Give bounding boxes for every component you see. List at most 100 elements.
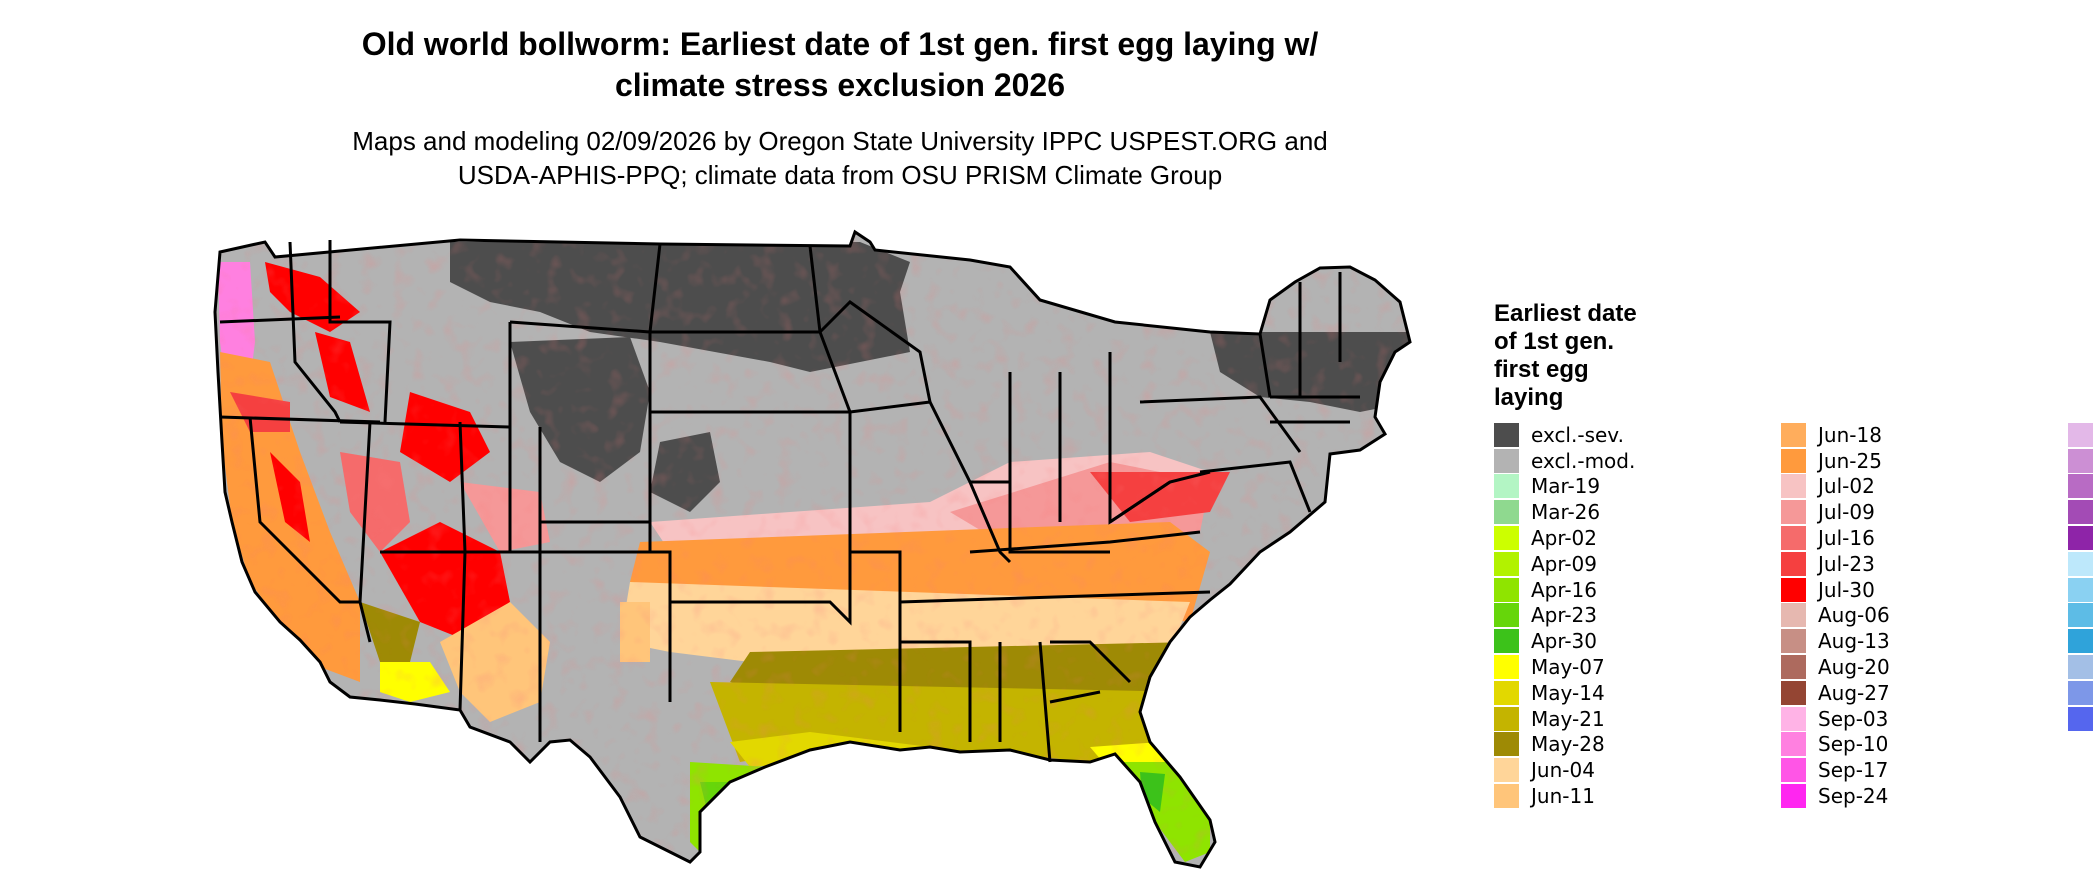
legend-swatch	[1494, 551, 1519, 576]
legend-label: Sep-24	[1818, 784, 1889, 809]
legend-swatch	[1781, 526, 1806, 551]
legend-item: Oct-22	[2068, 499, 2100, 525]
legend-swatch	[1494, 474, 1519, 499]
legend-label: May-28	[1531, 732, 1605, 757]
legend-label: Apr-02	[1531, 526, 1597, 551]
legend-title-line3: first egg	[1494, 356, 1589, 383]
legend-title-line2: of 1st gen.	[1494, 328, 1615, 355]
legend-item: May-21	[1494, 706, 1781, 732]
legend-swatch	[1494, 448, 1519, 473]
legend-label: Apr-30	[1531, 629, 1597, 654]
map-legend: Earliest date of 1st gen. first egg layi…	[1494, 300, 2100, 809]
legend-label: excl.-mod.	[1531, 448, 1636, 473]
legend-label: May-21	[1531, 706, 1605, 731]
legend-item: Sep-10	[1781, 732, 2068, 758]
legend-swatch	[1494, 706, 1519, 731]
legend-label: excl.-sev.	[1531, 422, 1624, 447]
legend-item: Jul-23	[1781, 551, 2068, 577]
legend-swatch	[1781, 680, 1806, 705]
legend-label: Apr-23	[1531, 603, 1597, 628]
legend-title-line1: Earliest date	[1494, 300, 1637, 327]
legend-swatch	[1781, 655, 1806, 680]
legend-swatch	[1494, 732, 1519, 757]
legend-swatch	[2068, 603, 2093, 628]
legend-column: Oct-01Oct-08Oct-15Oct-22Oct-29Nov-05 Nov-…	[2068, 422, 2100, 809]
legend-swatch	[1494, 603, 1519, 628]
legend-swatch	[1781, 422, 1806, 447]
legend-item: Oct-15	[2068, 474, 2100, 500]
legend-swatch	[1781, 448, 1806, 473]
legend-item: excl.-sev.	[1494, 422, 1781, 448]
legend-column: excl.-sev. excl.-mod. Mar-19 Mar-26 Apr-02 Ap…	[1494, 422, 1781, 809]
legend-swatch	[2068, 577, 2093, 602]
legend-item: May-14	[1494, 680, 1781, 706]
forecast-raster	[215, 232, 1410, 867]
legend-item: Apr-23	[1494, 603, 1781, 629]
legend-swatch	[2068, 629, 2093, 654]
legend-swatch	[1781, 577, 1806, 602]
conus-map	[213, 229, 1412, 869]
legend-label: Jul-09	[1818, 500, 1875, 525]
legend-swatch	[1781, 603, 1806, 628]
legend-label: Mar-19	[1531, 474, 1601, 499]
map-subtitle: Maps and modeling 02/09/2026 by Oregon S…	[170, 124, 1510, 192]
legend-item: Oct-08	[2068, 448, 2100, 474]
map-title-line2: climate stress exclusion 2026	[614, 67, 1066, 103]
legend-item: Jun-25	[1781, 448, 2068, 474]
legend-item: Jul-02	[1781, 474, 2068, 500]
legend-item: Oct-29	[2068, 525, 2100, 551]
legend-item: Nov-05	[2068, 551, 2100, 577]
legend-item: May-07	[1494, 654, 1781, 680]
legend-label: Aug-20	[1818, 655, 1890, 680]
legend-swatch	[1494, 680, 1519, 705]
legend-swatch	[2068, 680, 2093, 705]
legend-swatch	[1781, 758, 1806, 783]
map-subtitle-line2: USDA-APHIS-PPQ; climate data from OSU PR…	[457, 160, 1223, 190]
legend-swatch	[1494, 629, 1519, 654]
legend-item: Aug-27	[1781, 680, 2068, 706]
legend-item: Jul-16	[1781, 525, 2068, 551]
legend-item: Nov-27	[2068, 628, 2100, 654]
legend-swatch	[2068, 551, 2093, 576]
legend-label: Aug-13	[1818, 629, 1890, 654]
legend-swatch	[1781, 551, 1806, 576]
legend-item: Mar-19	[1494, 474, 1781, 500]
map-subtitle-line1: Maps and modeling 02/09/2026 by Oregon S…	[352, 126, 1328, 156]
legend-item: excl.-mod.	[1494, 448, 1781, 474]
legend-swatch	[1494, 526, 1519, 551]
legend-item: Aug-13	[1781, 628, 2068, 654]
state-boundaries	[213, 229, 1412, 869]
legend-item: Sep-03	[1781, 706, 2068, 732]
legend-item: Dec-10	[2068, 680, 2100, 706]
legend-column: Jun-18 Jun-25 Jul-02 Jul-09 Jul-16 Jul-23 Jul-…	[1781, 422, 2068, 809]
legend-swatch	[2068, 706, 2093, 731]
legend-item: Jun-11	[1494, 783, 1781, 809]
legend-label: Jun-18	[1818, 422, 1882, 447]
legend-item: Oct-01	[2068, 422, 2100, 448]
legend-columns: excl.-sev. excl.-mod. Mar-19 Mar-26 Apr-02 Ap…	[1494, 422, 2100, 809]
legend-item: Aug-20	[1781, 654, 2068, 680]
legend-item: Sep-17	[1781, 757, 2068, 783]
legend-swatch	[1494, 422, 1519, 447]
legend-item: Apr-16	[1494, 577, 1781, 603]
legend-label: Jul-23	[1818, 551, 1875, 576]
legend-label: May-14	[1531, 680, 1605, 705]
legend-swatch	[2068, 526, 2093, 551]
legend-label: Jul-16	[1818, 526, 1875, 551]
legend-item: Sep-24	[1781, 783, 2068, 809]
legend-swatch	[1494, 655, 1519, 680]
legend-swatch	[2068, 500, 2093, 525]
legend-swatch	[1781, 706, 1806, 731]
legend-swatch	[1494, 577, 1519, 602]
legend-item: Jun-18	[1781, 422, 2068, 448]
legend-label: Jun-11	[1531, 784, 1595, 809]
legend-swatch	[1494, 500, 1519, 525]
legend-item: Apr-02	[1494, 525, 1781, 551]
legend-label: Sep-10	[1818, 732, 1889, 757]
legend-item: Dec-04	[2068, 654, 2100, 680]
legend-title-line4: laying	[1494, 384, 1564, 411]
legend-swatch	[2068, 422, 2093, 447]
legend-item: Jul-30	[1781, 577, 2068, 603]
legend-swatch	[1494, 758, 1519, 783]
legend-swatch	[1781, 732, 1806, 757]
